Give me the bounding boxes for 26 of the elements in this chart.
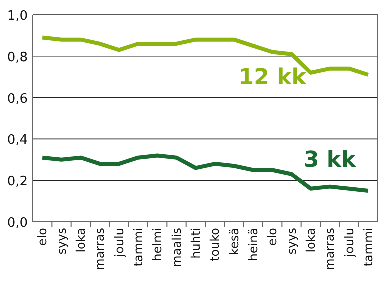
x-tick-label: tammi — [131, 228, 146, 267]
x-tick-label: loka — [304, 228, 318, 253]
y-tick-label: 0,0 — [7, 216, 28, 231]
x-tick-label: loka — [74, 228, 88, 253]
x-tick-label: tammi — [361, 228, 376, 267]
x-tick-label: maalis — [170, 228, 184, 268]
series-label: 3 kk — [304, 148, 358, 173]
x-tick-label: syys — [54, 228, 69, 255]
y-tick-label: 1,0 — [7, 9, 28, 24]
x-tick-label: elo — [36, 228, 50, 246]
series-label: 12 kk — [238, 65, 308, 90]
y-tick-label: 0,8 — [7, 50, 28, 66]
y-tick-label: 0,2 — [7, 174, 28, 190]
x-tick-label: touko — [208, 228, 222, 262]
x-tick-label: joulu — [342, 228, 356, 258]
y-tick-label: 0,6 — [7, 92, 28, 107]
x-tick-label: huhti — [188, 228, 203, 259]
x-tick-label: marras — [93, 228, 108, 270]
x-tick-label: syys — [284, 228, 299, 255]
x-tick-label: marras — [323, 228, 338, 270]
x-tick-label: helmi — [150, 228, 165, 262]
x-tick-label: heinä — [246, 228, 260, 262]
y-tick-label: 0,4 — [7, 133, 28, 148]
x-tick-label: kesä — [227, 228, 242, 256]
x-tick-label: elo — [266, 228, 280, 246]
x-tick-label: joulu — [112, 228, 126, 258]
